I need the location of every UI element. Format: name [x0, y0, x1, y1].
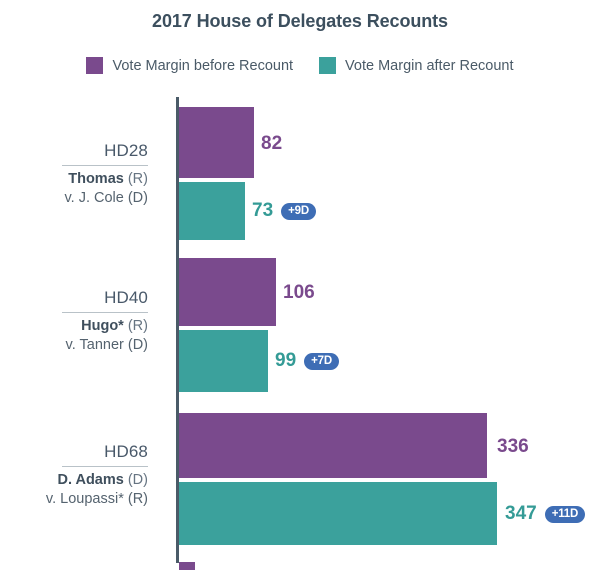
opponent-line-hd40: v. Tanner (D)	[65, 337, 148, 354]
bar-value-hd68-after: 347 +11D	[505, 503, 586, 524]
candidate-name: D. Adams	[57, 471, 124, 488]
bar-hd68-before[interactable]	[179, 413, 487, 478]
legend-swatch-before-icon	[86, 57, 104, 74]
bar-hd40-before[interactable]	[179, 258, 276, 326]
bar-hd28-before[interactable]	[179, 107, 254, 178]
bar-value-text: 99	[275, 350, 297, 371]
bar-value-hd40-before: 106	[283, 282, 315, 303]
legend-swatch-after-icon	[319, 57, 337, 74]
bar-value-hd28-before: 82	[261, 133, 283, 154]
bar-value-text: 73	[252, 200, 274, 221]
chart-legend: Vote Margin before Recount Vote Margin a…	[0, 57, 600, 74]
row-divider	[62, 164, 148, 166]
row-label-hd68: HD68 D. Adams (D) v. Loupassi* (R)	[0, 442, 160, 510]
legend-label-before: Vote Margin before Recount	[112, 57, 294, 74]
row-label-hd28: HD28 Thomas (R) v. J. Cole (D)	[0, 141, 160, 209]
bar-next-row-clipped[interactable]	[179, 562, 195, 570]
row-divider	[62, 311, 148, 313]
candidate-line-hd68: D. Adams (D)	[0, 471, 148, 491]
y-axis-line	[176, 97, 179, 563]
candidate-line-hd28: Thomas (R)	[0, 170, 148, 190]
bar-value-text: 347	[505, 503, 537, 524]
candidate-party: (D)	[123, 471, 148, 488]
candidate-party: (R)	[123, 317, 148, 334]
district-label-hd40: HD40	[104, 288, 148, 307]
swing-badge-hd40: +7D	[304, 353, 339, 370]
legend-label-after: Vote Margin after Recount	[345, 57, 514, 74]
bar-hd68-after[interactable]	[179, 482, 497, 545]
swing-badge-hd68: +11D	[544, 506, 586, 523]
bar-hd28-after[interactable]	[179, 182, 245, 240]
district-label-hd68: HD68	[104, 442, 148, 461]
bar-hd40-after[interactable]	[179, 330, 268, 392]
district-label-hd28: HD28	[104, 141, 148, 160]
row-divider	[62, 465, 148, 467]
opponent-line-hd68: v. Loupassi* (R)	[45, 491, 148, 508]
chart-title: 2017 House of Delegates Recounts	[152, 11, 448, 31]
candidate-name: Thomas	[68, 170, 124, 187]
opponent-line-hd28: v. J. Cole (D)	[64, 190, 148, 207]
candidate-party: (R)	[123, 170, 148, 187]
bar-value-hd68-before: 336	[497, 436, 529, 457]
candidate-line-hd40: Hugo* (R)	[0, 317, 148, 337]
legend-item-after: Vote Margin after Recount	[319, 57, 514, 74]
legend-item-before: Vote Margin before Recount	[86, 57, 293, 74]
bar-value-hd40-after: 99 +7D	[275, 351, 339, 370]
candidate-name: Hugo*	[81, 317, 124, 334]
row-label-hd40: HD40 Hugo* (R) v. Tanner (D)	[0, 288, 160, 356]
bar-value-hd28-after: 73 +9D	[252, 201, 316, 220]
swing-badge-hd28: +9D	[281, 203, 316, 220]
